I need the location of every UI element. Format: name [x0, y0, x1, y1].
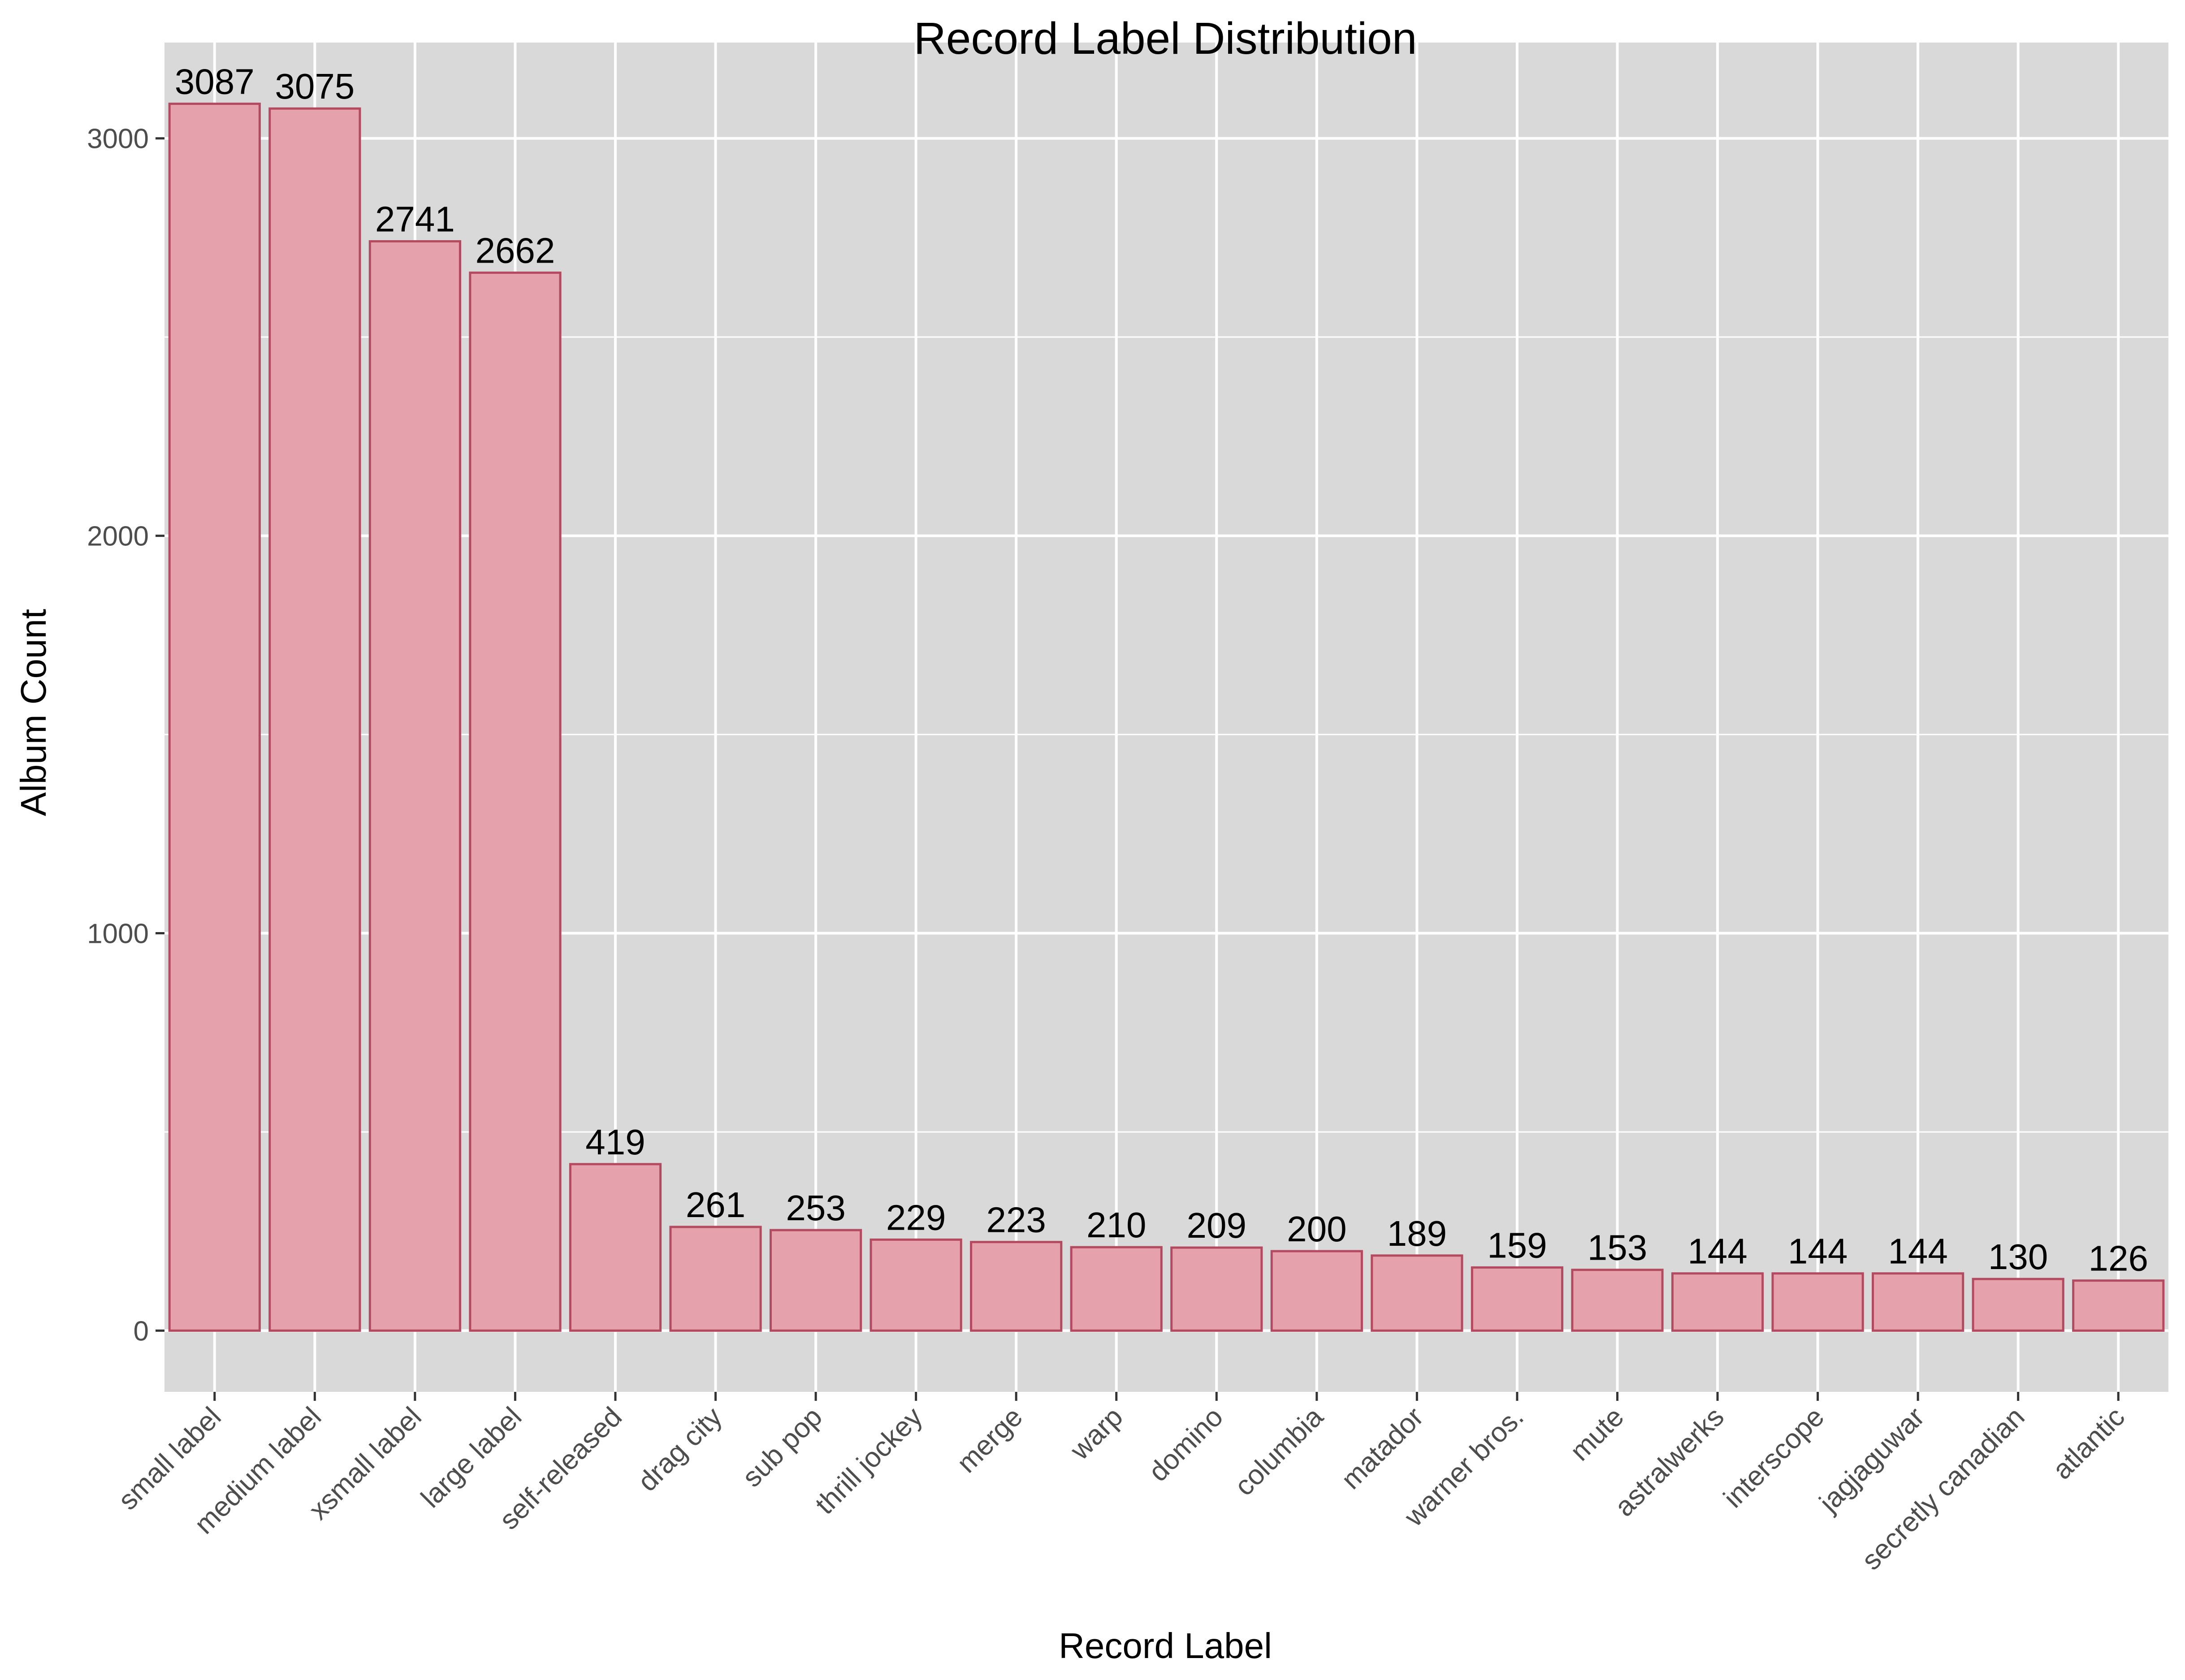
bar — [1771, 1272, 1864, 1332]
data-label: 144 — [1687, 1231, 1747, 1271]
bar — [1872, 1272, 1964, 1332]
data-label: 130 — [1988, 1237, 2048, 1277]
bar — [970, 1241, 1063, 1332]
data-label: 2662 — [475, 231, 555, 271]
bar — [168, 103, 261, 1332]
bar — [1371, 1254, 1463, 1332]
data-label: 261 — [686, 1185, 745, 1225]
bar — [769, 1229, 862, 1332]
plot-panel — [164, 43, 2168, 1392]
bar — [268, 107, 361, 1332]
y-tick-label: 3000 — [87, 124, 149, 155]
data-label: 223 — [986, 1200, 1046, 1240]
data-label: 153 — [1588, 1228, 1647, 1268]
bar — [1671, 1272, 1764, 1332]
bar — [1571, 1269, 1664, 1332]
data-label: 189 — [1387, 1214, 1447, 1253]
bar — [469, 272, 562, 1332]
y-axis-title: Album Count — [13, 609, 53, 816]
bar — [870, 1238, 962, 1332]
data-label: 200 — [1287, 1209, 1346, 1249]
y-tick-label: 1000 — [87, 919, 149, 950]
bar — [669, 1226, 762, 1332]
data-label: 126 — [2088, 1239, 2148, 1278]
data-label: 144 — [1788, 1231, 1848, 1271]
data-label: 144 — [1888, 1231, 1947, 1271]
y-axis: 0 1000 2000 3000 — [87, 124, 164, 1347]
bar — [1471, 1266, 1564, 1332]
data-label: 209 — [1187, 1205, 1246, 1245]
data-label: 2741 — [375, 199, 455, 239]
data-labels: 3087 3075 2741 2662 419 261 253 229 223 210 209 200… — [175, 62, 2148, 1278]
bar — [569, 1163, 662, 1332]
panel-background — [164, 43, 2168, 1392]
bars — [168, 103, 2165, 1332]
bar — [1170, 1246, 1263, 1332]
data-label: 159 — [1487, 1225, 1547, 1265]
y-tick-label: 0 — [134, 1316, 149, 1347]
bar — [1070, 1246, 1163, 1332]
bar — [1270, 1250, 1363, 1332]
data-label: 253 — [786, 1188, 845, 1228]
data-label: 3075 — [275, 66, 355, 106]
bar — [2072, 1279, 2165, 1332]
data-label: 210 — [1086, 1205, 1146, 1245]
x-axis-title: Record Label — [1059, 1626, 1272, 1666]
bar — [368, 240, 461, 1332]
y-tick-label: 2000 — [87, 521, 149, 552]
chart-title: Record Label Distribution — [914, 13, 1417, 64]
data-label: 229 — [886, 1197, 946, 1237]
data-label: 419 — [585, 1122, 645, 1162]
data-label: 3087 — [175, 62, 255, 102]
bar — [1972, 1278, 2064, 1332]
